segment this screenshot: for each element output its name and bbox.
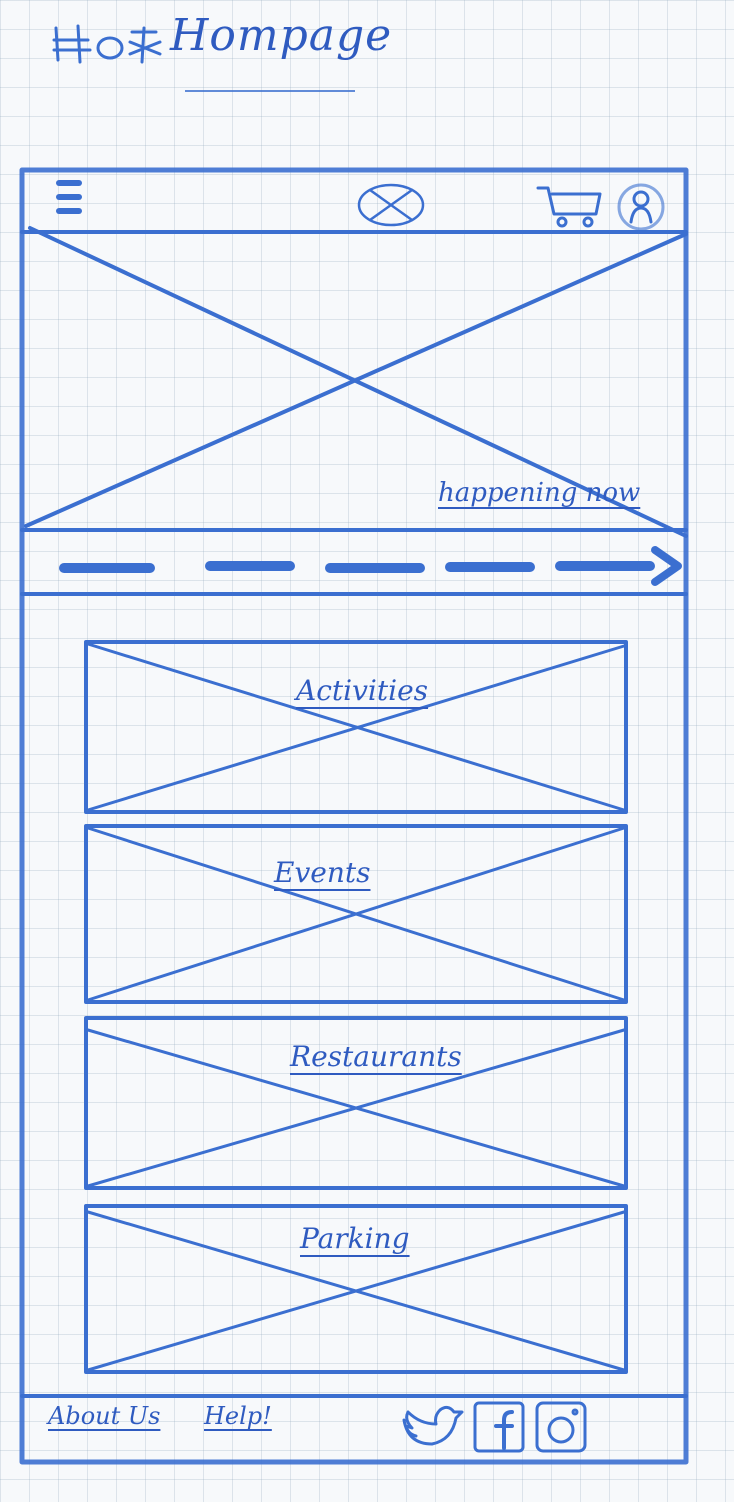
instagram-icon[interactable]: [534, 1400, 588, 1454]
facebook-icon[interactable]: [472, 1400, 526, 1454]
hero-image-placeholder: [20, 226, 688, 538]
category-card-events-image: [84, 824, 628, 1004]
twitter-icon[interactable]: [398, 1400, 464, 1454]
shopping-cart-icon[interactable]: [536, 180, 606, 228]
chevron-right-icon: [651, 546, 682, 586]
title-underline: [185, 90, 355, 92]
category-restaurants-link[interactable]: Restaurants: [290, 1040, 462, 1073]
crossed-out-word: [52, 24, 162, 64]
footer-help-link[interactable]: Help!: [204, 1402, 272, 1430]
category-parking-link[interactable]: Parking: [300, 1222, 410, 1255]
category-events-link[interactable]: Events: [274, 856, 371, 889]
carousel-indicator[interactable]: [30, 540, 690, 590]
logo-placeholder-icon: [357, 183, 425, 227]
user-profile-icon[interactable]: [616, 182, 666, 232]
page-title: Hompage: [170, 10, 393, 61]
hamburger-menu-icon[interactable]: [52, 178, 88, 220]
category-card-activities-image: [84, 640, 628, 814]
happening-now-link[interactable]: happening now: [438, 478, 641, 508]
category-card-restaurants-image: [84, 1016, 628, 1190]
footer-about-us-link[interactable]: About Us: [48, 1402, 161, 1430]
category-activities-link[interactable]: Activities: [296, 674, 429, 707]
category-card-parking-image: [84, 1204, 628, 1374]
